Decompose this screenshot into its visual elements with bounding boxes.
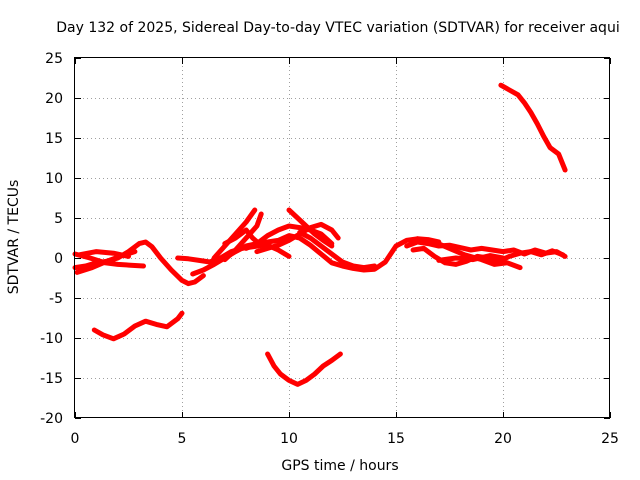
chart-title: Day 132 of 2025, Sidereal Day-to-day VTE… xyxy=(56,20,619,36)
series-line-13 xyxy=(286,207,335,249)
series-line-16 xyxy=(404,239,568,259)
series-line-2 xyxy=(72,251,146,269)
x-tick-label: 5 xyxy=(178,431,187,447)
y-tick-label: 0 xyxy=(54,251,63,267)
y-tick-label: 20 xyxy=(45,91,63,107)
x-tick-label: 25 xyxy=(601,431,619,447)
grid-layer xyxy=(75,58,610,418)
x-axis-label: GPS time / hours xyxy=(281,458,398,474)
y-tick-label: 5 xyxy=(54,211,63,227)
series-line-1 xyxy=(72,239,206,287)
series-line-14 xyxy=(297,229,378,271)
series-line-8 xyxy=(222,227,292,259)
y-tick-label: 10 xyxy=(45,171,63,187)
axis-layer: 0 5 10 15 20 25 -20 -15 -10 -5 0 5 10 15 20 25 xyxy=(40,51,619,447)
x-tick-label: 15 xyxy=(387,431,405,447)
y-axis-label: SDTVAR / TECUs xyxy=(6,180,22,295)
series-line-9 xyxy=(211,207,258,261)
y-tick-label: 15 xyxy=(45,131,63,147)
series-line-5 xyxy=(91,310,185,342)
y-tick-label: 25 xyxy=(45,51,63,67)
series-layer xyxy=(72,82,568,387)
series-line-10 xyxy=(222,211,264,263)
y-tick-label: -15 xyxy=(40,371,63,387)
x-tick-label: 0 xyxy=(71,431,80,447)
series-line-20 xyxy=(498,82,568,173)
y-tick-label: -20 xyxy=(40,411,63,427)
series-line-4 xyxy=(76,249,131,259)
plot-frame xyxy=(74,57,610,418)
series-line-11 xyxy=(243,223,335,251)
y-tick-label: -5 xyxy=(49,291,63,307)
x-tick-label: 20 xyxy=(494,431,512,447)
y-tick-label: -10 xyxy=(40,331,63,347)
x-tick-label: 10 xyxy=(280,431,298,447)
series-line-19 xyxy=(436,253,506,263)
series-line-15 xyxy=(265,351,343,387)
